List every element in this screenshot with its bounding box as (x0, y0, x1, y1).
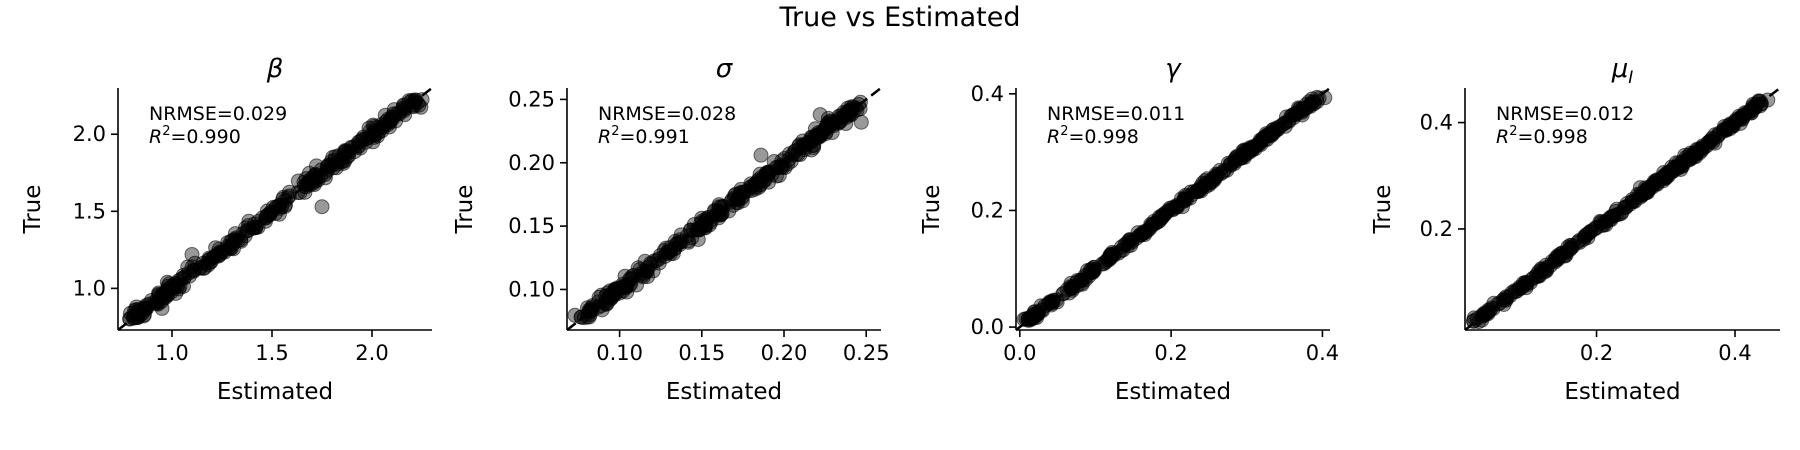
data-point (755, 173, 771, 189)
scatter-panel-3: γ 0.0 0.2 0.4 0.0 0.2 0.4 Estimated True NRMSE=0.… (919, 54, 1339, 405)
data-point (160, 287, 176, 303)
y-tick-label: 1.0 (73, 276, 106, 300)
data-point (292, 185, 308, 201)
x-tick-label: 1.0 (155, 341, 188, 365)
x-tick-label: 0.4 (1718, 341, 1751, 365)
data-point (258, 210, 274, 226)
data-point (853, 114, 869, 130)
x-tick-label: 0.2 (1580, 341, 1613, 365)
data-point (1086, 259, 1102, 275)
data-point (1532, 268, 1548, 284)
data-point (820, 110, 836, 126)
x-axis-label: Estimated (1564, 379, 1680, 405)
data-point (358, 134, 374, 150)
identity-line (1464, 87, 1781, 331)
data-point (637, 253, 653, 269)
y-tick-label: 0.4 (971, 82, 1004, 106)
y-axis-label: True (452, 185, 478, 235)
r2-annotation: R2=0.991 (598, 124, 690, 148)
panel-title: μI (1611, 54, 1634, 88)
data-point (122, 311, 138, 327)
data-point (154, 300, 170, 316)
y-tick-label: 0.2 (1420, 217, 1453, 241)
x-tick-label: 0.4 (1306, 341, 1339, 365)
y-tick-label: 2.0 (73, 122, 106, 146)
data-point (314, 199, 330, 215)
nrmse-annotation: NRMSE=0.011 (1047, 103, 1185, 125)
data-point (812, 107, 828, 123)
data-point (594, 302, 610, 318)
data-point (753, 147, 769, 163)
data-point (222, 239, 238, 255)
x-tick-label: 0.2 (1154, 341, 1187, 365)
y-tick-label: 0.2 (971, 198, 1004, 222)
data-point (604, 290, 620, 306)
y-tick-label: 1.5 (73, 199, 106, 223)
scatter-panel-4: μI 0.2 0.4 0.2 0.4 Estimated True NRMSE=0.012R2… (1370, 54, 1781, 405)
panel-title-subscript: I (1628, 68, 1633, 88)
nrmse-annotation: NRMSE=0.012 (1496, 103, 1634, 125)
y-tick-label: 0.20 (508, 151, 555, 175)
identity-line (566, 87, 882, 331)
y-tick-label: 0.15 (508, 214, 555, 238)
y-tick-label: 0.25 (508, 87, 555, 111)
x-tick-label: 0.10 (596, 341, 643, 365)
y-tick-label: 0.10 (508, 277, 555, 301)
x-tick-label: 1.5 (255, 341, 288, 365)
data-point (1484, 300, 1500, 316)
data-point (807, 121, 823, 137)
x-axis-label: Estimated (1115, 379, 1231, 405)
x-tick-label: 0.15 (678, 341, 725, 365)
x-tick-label: 2.0 (355, 341, 388, 365)
data-point (1303, 98, 1319, 114)
data-point (1751, 94, 1767, 110)
y-axis-label: True (919, 185, 945, 235)
data-point (1689, 141, 1705, 157)
x-axis-label: Estimated (666, 379, 782, 405)
data-point (184, 246, 200, 262)
data-point (1678, 150, 1694, 166)
y-axis-label: True (1370, 185, 1396, 235)
identity-line (1015, 87, 1331, 331)
data-point (752, 166, 768, 182)
data-point (1049, 294, 1065, 310)
scatter-panel-2: σ 0.10 0.15 0.20 0.25 0.10 0.15 0.20 0.25 Estimat… (452, 54, 890, 405)
data-point (710, 203, 726, 219)
data-point (591, 289, 607, 305)
data-point (1711, 125, 1727, 141)
data-point (278, 197, 293, 213)
scatter-panel-1: β 1.0 1.5 2.0 1.0 1.5 2.0 Estimated True NRMSE=0.… (20, 54, 433, 405)
r2-annotation: R2=0.990 (149, 124, 241, 148)
panel-title: β (266, 54, 284, 84)
nrmse-annotation: NRMSE=0.029 (149, 103, 287, 125)
panel-title: γ (1165, 54, 1182, 84)
data-point (734, 190, 750, 206)
panel-title: σ (716, 54, 734, 84)
data-point (775, 159, 791, 175)
data-point (623, 275, 639, 291)
x-axis-label: Estimated (217, 379, 333, 405)
r2-annotation: R2=0.998 (1496, 124, 1588, 148)
y-tick-label: 0.0 (971, 315, 1004, 339)
nrmse-annotation: NRMSE=0.028 (598, 103, 736, 125)
y-axis-label: True (20, 185, 46, 235)
x-tick-label: 0.20 (761, 341, 808, 365)
x-tick-label: 0.0 (1003, 341, 1036, 365)
identity-line (117, 87, 433, 331)
data-point (211, 248, 227, 264)
y-tick-label: 0.4 (1420, 111, 1453, 135)
data-point (404, 92, 420, 108)
data-point (129, 299, 145, 315)
figure-title: True vs Estimated (779, 2, 1021, 33)
data-point (1580, 230, 1596, 246)
r2-annotation: R2=0.998 (1047, 124, 1139, 148)
x-tick-label: 0.25 (843, 341, 890, 365)
data-points (567, 94, 869, 326)
